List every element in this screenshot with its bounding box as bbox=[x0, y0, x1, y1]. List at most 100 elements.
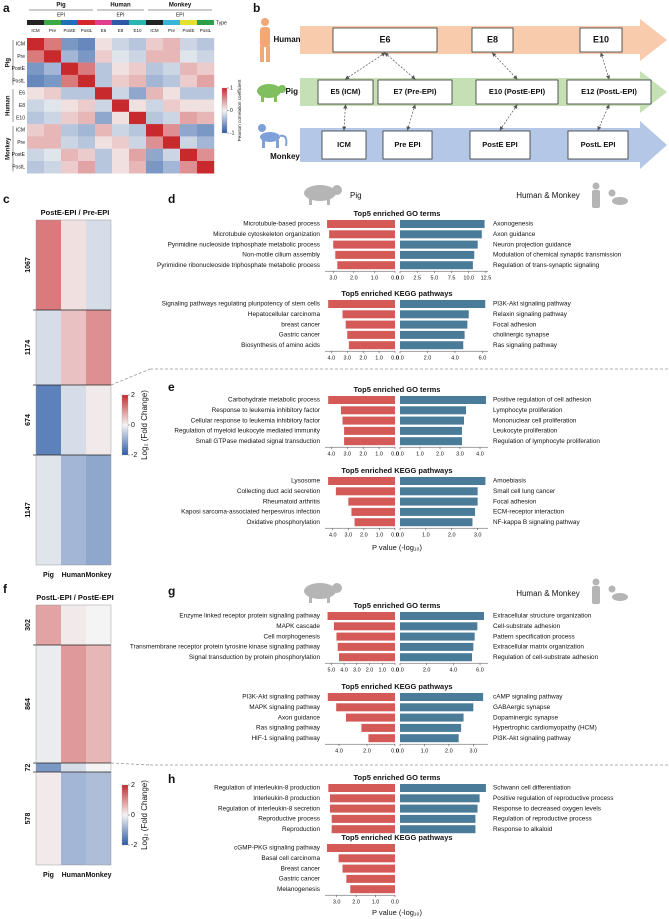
x-axis-title: P value (-log₁₀) bbox=[372, 543, 423, 552]
icon-part bbox=[279, 134, 288, 147]
x-tick-label: 2.0 bbox=[359, 452, 367, 458]
x-axis-title: P value (-log₁₀) bbox=[372, 908, 423, 917]
category-label: Signal transduction by protein phosphory… bbox=[189, 654, 321, 661]
category-label: Extracellular matrix organization bbox=[493, 644, 584, 651]
category-label: Pyrimidine nucleoside triphosphate metab… bbox=[168, 241, 320, 248]
heatmap-cell bbox=[61, 148, 79, 162]
heatmap-cell bbox=[112, 62, 130, 76]
heatmap-cell bbox=[180, 74, 198, 88]
category-label: Ras signaling pathway bbox=[256, 725, 321, 732]
heatmap-cell bbox=[27, 38, 45, 51]
category-label: Axon guidance bbox=[493, 231, 536, 238]
heatmap-cell bbox=[27, 87, 45, 100]
heatmap-cell bbox=[27, 99, 45, 112]
category-label: cGMP-PKG signaling pathway bbox=[234, 845, 321, 852]
heatmap-frame bbox=[35, 219, 112, 566]
heatmap-cell bbox=[95, 99, 113, 112]
row-label: PostE bbox=[12, 66, 26, 72]
heatmap-cell bbox=[61, 111, 79, 125]
human-icon bbox=[260, 18, 270, 62]
category-label: Cell morphogenesis bbox=[264, 633, 320, 640]
group-label: Human bbox=[110, 3, 131, 9]
heatmap-cell bbox=[78, 124, 96, 137]
icon-part bbox=[260, 46, 264, 62]
stage-box bbox=[332, 27, 438, 53]
x-tick-label: 4.0 bbox=[328, 452, 336, 458]
category-label: Biosynthesis of amino acids bbox=[241, 342, 320, 349]
row-label: Pre bbox=[17, 54, 25, 60]
x-tick-label: 2.0 bbox=[363, 749, 371, 755]
type-swatch bbox=[129, 20, 146, 25]
heatmap-cell bbox=[78, 38, 96, 51]
category-label: Interleukin-8 production bbox=[253, 795, 320, 802]
category-label: Basal cell carcinoma bbox=[261, 855, 320, 862]
heatmap-frame bbox=[35, 604, 112, 866]
cluster-count: 674 bbox=[25, 414, 32, 426]
panel-letter: a bbox=[3, 1, 10, 15]
category-label: Microtubule cytoskeleton organization bbox=[213, 231, 320, 238]
colorbar bbox=[121, 394, 129, 456]
type-swatch bbox=[163, 20, 180, 25]
heatmap-cell bbox=[61, 161, 79, 174]
human-monkey-icon-gray bbox=[592, 578, 628, 604]
x-tick-label: 0.0 bbox=[391, 668, 399, 674]
x-tick-label: 4.0 bbox=[451, 356, 459, 362]
heatmap-block bbox=[61, 645, 86, 763]
species-label: Human & Monkey bbox=[516, 191, 580, 200]
heatmap-cell bbox=[112, 136, 130, 149]
category-label: Cellular response to leukemia inhibitory… bbox=[191, 417, 321, 424]
stage-label: E6 bbox=[379, 34, 390, 44]
category-label: Extracellular structure organization bbox=[493, 613, 592, 620]
heatmap-block bbox=[36, 385, 61, 455]
category-label: Focal adhesion bbox=[493, 498, 537, 505]
bar bbox=[333, 622, 395, 631]
bar bbox=[342, 310, 395, 319]
icon-part bbox=[592, 182, 600, 190]
species-label: Monkey bbox=[270, 152, 300, 161]
heatmap-cell bbox=[27, 148, 45, 162]
column-label: Pre bbox=[49, 28, 57, 33]
stage-link bbox=[406, 104, 417, 131]
icon-part bbox=[612, 593, 628, 601]
bar bbox=[326, 844, 395, 852]
bar bbox=[400, 261, 473, 270]
bar bbox=[336, 703, 395, 712]
heatmap-cell bbox=[78, 148, 96, 162]
category-label: Rheumatoid arthritis bbox=[263, 498, 320, 505]
cluster-count: 1174 bbox=[25, 340, 32, 355]
stage-link bbox=[499, 104, 518, 131]
stage-box bbox=[566, 79, 652, 105]
heatmap-cell bbox=[163, 136, 181, 149]
heatmap-cell bbox=[61, 50, 79, 63]
type-swatch bbox=[44, 20, 61, 25]
heatmap-block bbox=[36, 645, 61, 763]
heatmap-cell bbox=[112, 99, 130, 112]
pig-icon-gray bbox=[304, 583, 342, 603]
bar bbox=[336, 632, 395, 641]
bar bbox=[338, 854, 395, 863]
bar bbox=[400, 693, 484, 701]
bar bbox=[348, 341, 395, 350]
x-tick-label: 2.0 bbox=[366, 668, 374, 674]
heatmap-cell bbox=[163, 111, 181, 125]
heatmap-cell bbox=[27, 124, 45, 137]
group-sublabel: EPI bbox=[116, 12, 124, 18]
section-title: Top5 enriched KEGG pathways bbox=[341, 833, 452, 842]
stage-box bbox=[377, 79, 453, 105]
bar bbox=[340, 406, 395, 415]
heatmap-cell bbox=[27, 161, 45, 174]
bar bbox=[400, 426, 462, 435]
category-label: GABAergic synapse bbox=[493, 704, 551, 711]
bar bbox=[327, 693, 395, 701]
cluster-count: 578 bbox=[25, 813, 32, 825]
heatmap-cell bbox=[129, 62, 147, 76]
stage-box bbox=[471, 27, 514, 53]
stage-box bbox=[579, 27, 623, 53]
category-label: NF-kappa B signaling pathway bbox=[493, 519, 580, 526]
category-label: Schwann cell differentiation bbox=[493, 785, 571, 792]
heatmap-cell bbox=[180, 87, 198, 100]
icon-part bbox=[266, 46, 270, 62]
bar bbox=[400, 497, 478, 506]
heatmap-cell bbox=[197, 136, 215, 149]
